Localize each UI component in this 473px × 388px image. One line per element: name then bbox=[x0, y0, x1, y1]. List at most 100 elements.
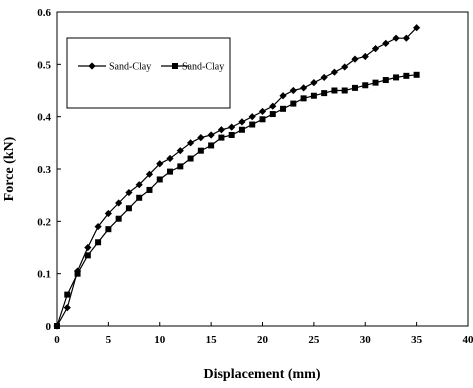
legend-label: Sand-Clay bbox=[182, 62, 224, 73]
diamond-point bbox=[94, 222, 102, 231]
square-point bbox=[321, 90, 328, 97]
diamond-point bbox=[104, 209, 112, 218]
square-point bbox=[280, 105, 287, 112]
diamond-point bbox=[289, 86, 297, 95]
square-point bbox=[218, 134, 225, 141]
diamond-point bbox=[207, 131, 215, 139]
diamond-point bbox=[402, 34, 410, 42]
y-tick-label: 0.6 bbox=[37, 7, 51, 19]
square-point bbox=[331, 87, 338, 94]
y-tick-label: 0.1 bbox=[37, 269, 51, 281]
y-tick-label: 0.3 bbox=[37, 164, 51, 176]
diamond-point bbox=[258, 107, 267, 116]
diamond-point bbox=[330, 68, 339, 76]
diamond-point bbox=[156, 160, 164, 168]
diamond-point bbox=[279, 92, 287, 100]
y-tick-label: 0.5 bbox=[37, 59, 51, 71]
square-point bbox=[74, 270, 81, 277]
diamond-point bbox=[176, 147, 184, 155]
diamond-point bbox=[361, 52, 369, 61]
square-point bbox=[208, 142, 215, 149]
diamond-point bbox=[371, 45, 380, 53]
diamond-point bbox=[248, 113, 256, 121]
diamond-point bbox=[228, 123, 236, 131]
x-tick-label: 30 bbox=[360, 334, 372, 346]
square-point bbox=[105, 226, 112, 233]
square-point bbox=[341, 87, 348, 94]
diamond-point bbox=[217, 126, 225, 134]
x-tick-label: 0 bbox=[54, 334, 60, 346]
square-point bbox=[382, 77, 389, 84]
legend-item: Sand-Clay bbox=[161, 62, 224, 73]
diamond-point bbox=[135, 181, 143, 189]
square-point bbox=[187, 155, 194, 162]
x-tick-label: 40 bbox=[463, 334, 473, 346]
square-point bbox=[413, 71, 420, 78]
legend: Sand-Clay Sand-Clay bbox=[66, 37, 231, 109]
diamond-point bbox=[382, 39, 390, 47]
legend-item: Sand-Clay bbox=[78, 62, 151, 73]
diamond-point bbox=[84, 243, 92, 252]
square-point bbox=[351, 84, 358, 91]
diamond-point bbox=[186, 139, 195, 147]
square-point bbox=[249, 121, 256, 128]
x-axis-title: Displacement (mm) bbox=[203, 367, 320, 382]
square-point bbox=[136, 194, 143, 201]
x-tick-label: 5 bbox=[106, 334, 112, 346]
square-point bbox=[300, 95, 307, 102]
legend-box bbox=[66, 37, 231, 109]
diamond-point bbox=[351, 55, 359, 63]
x-tick-label: 10 bbox=[154, 334, 166, 346]
square-point bbox=[393, 74, 400, 81]
series-layer bbox=[53, 24, 421, 330]
square-point bbox=[290, 100, 297, 107]
square-point bbox=[238, 126, 245, 133]
legend-diamond-marker bbox=[88, 62, 96, 70]
y-tick-label: 0.2 bbox=[37, 216, 51, 228]
diamond-point bbox=[413, 24, 421, 32]
diamond-point bbox=[115, 199, 123, 207]
x-tick-label: 35 bbox=[411, 334, 423, 346]
y-tick-label: 0 bbox=[46, 321, 52, 333]
legend-square-marker bbox=[172, 63, 178, 69]
square-point bbox=[372, 79, 379, 86]
series-2 bbox=[54, 71, 420, 329]
square-point bbox=[146, 186, 153, 193]
square-point bbox=[228, 131, 235, 138]
diamond-point bbox=[320, 73, 328, 82]
diamond-point bbox=[392, 34, 400, 42]
x-axis: 0 5 10 15 20 25 30 35 40 bbox=[54, 322, 473, 346]
y-tick-label: 0.4 bbox=[37, 112, 51, 124]
diamond-point bbox=[63, 304, 71, 312]
square-point bbox=[125, 205, 132, 212]
diamond-point bbox=[145, 170, 154, 178]
square-point bbox=[115, 215, 122, 222]
x-tick-label: 20 bbox=[257, 334, 269, 346]
y-axis: 0 0.1 0.2 0.3 0.4 0.5 0.6 bbox=[37, 7, 61, 333]
x-tick-label: 25 bbox=[308, 334, 320, 346]
square-point bbox=[259, 116, 266, 123]
diamond-point bbox=[197, 134, 205, 142]
square-point bbox=[403, 72, 410, 79]
square-point bbox=[64, 291, 71, 298]
diamond-point bbox=[125, 188, 133, 197]
square-point bbox=[84, 252, 91, 259]
diamond-point bbox=[310, 79, 318, 87]
square-point bbox=[197, 147, 204, 154]
diamond-point bbox=[166, 154, 174, 163]
square-point bbox=[310, 92, 317, 99]
square-point bbox=[269, 111, 276, 118]
square-point bbox=[156, 176, 163, 183]
diamond-point bbox=[238, 118, 246, 126]
diamond-point bbox=[269, 102, 277, 110]
diamond-point bbox=[300, 84, 308, 92]
diamond-point bbox=[341, 63, 349, 71]
square-point bbox=[362, 82, 369, 89]
square-point bbox=[177, 163, 184, 170]
square-point bbox=[167, 168, 174, 175]
legend-label: Sand-Clay bbox=[109, 62, 151, 73]
y-axis-title: Force (kN) bbox=[2, 136, 17, 201]
square-point bbox=[54, 323, 60, 329]
x-tick-label: 15 bbox=[206, 334, 218, 346]
